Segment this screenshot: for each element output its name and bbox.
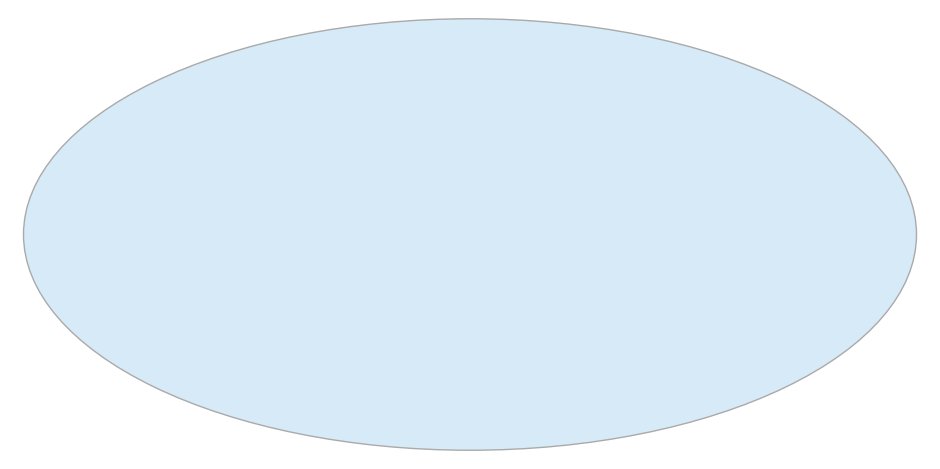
Ellipse shape — [24, 19, 916, 450]
